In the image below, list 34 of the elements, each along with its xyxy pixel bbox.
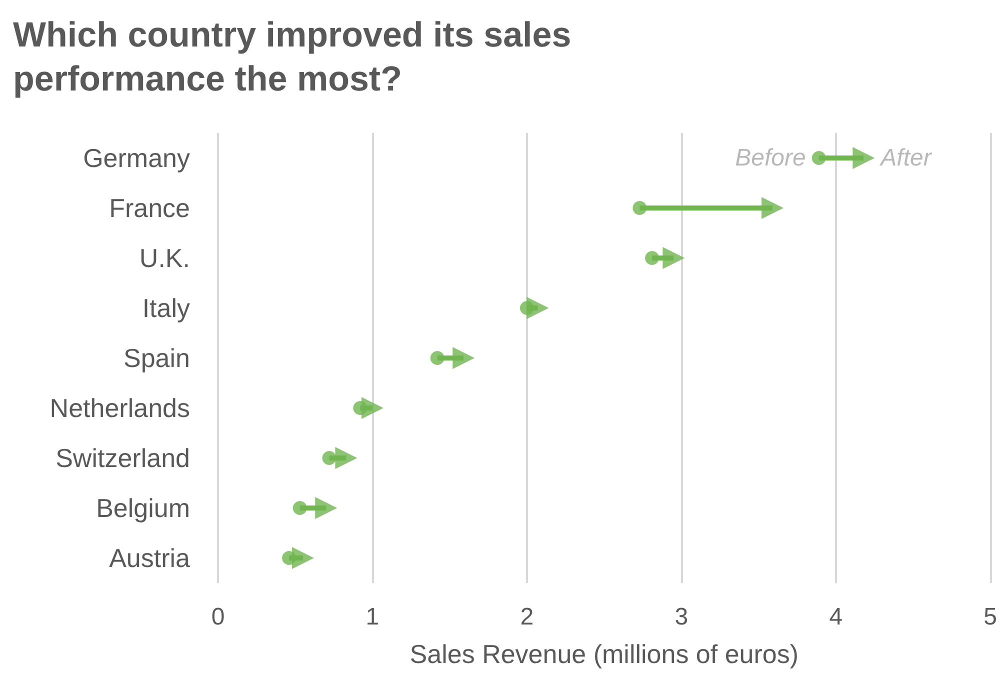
y-tick-label: Switzerland <box>56 443 190 473</box>
y-tick-label: U.K. <box>139 243 190 273</box>
y-tick-label: France <box>109 193 190 223</box>
point <box>762 197 784 219</box>
series-label: Before <box>735 144 806 172</box>
x-tick-label: 1 <box>366 604 380 630</box>
y-tick-label: Belgium <box>96 493 190 523</box>
x-tick-label: 3 <box>674 604 688 630</box>
point <box>353 401 368 415</box>
point <box>632 201 647 215</box>
y-tick-label: Netherlands <box>50 393 190 423</box>
y-tick-label: Germany <box>83 143 190 173</box>
chart-title: Which country improved its sales performance the most? <box>13 16 581 98</box>
y-tick-label: Austria <box>109 543 191 573</box>
y-tick-label: Spain <box>124 343 190 373</box>
point <box>430 351 444 365</box>
point <box>452 347 475 369</box>
x-tick-label: 5 <box>984 604 998 630</box>
series-label: After <box>878 144 932 172</box>
x-tick-label: 2 <box>520 604 534 630</box>
x-tick-label: 0 <box>211 604 225 630</box>
point <box>645 251 660 265</box>
x-tick-label: 4 <box>829 604 843 630</box>
point <box>322 451 336 465</box>
point <box>812 151 826 165</box>
point <box>335 447 358 469</box>
x-axis-title: Sales Revenue (millions of euros) <box>410 639 799 669</box>
point <box>315 497 338 519</box>
y-tick-label: Italy <box>142 293 190 323</box>
point <box>662 247 685 269</box>
point <box>852 147 875 169</box>
point <box>282 551 296 565</box>
point <box>292 501 307 515</box>
point <box>520 301 534 315</box>
